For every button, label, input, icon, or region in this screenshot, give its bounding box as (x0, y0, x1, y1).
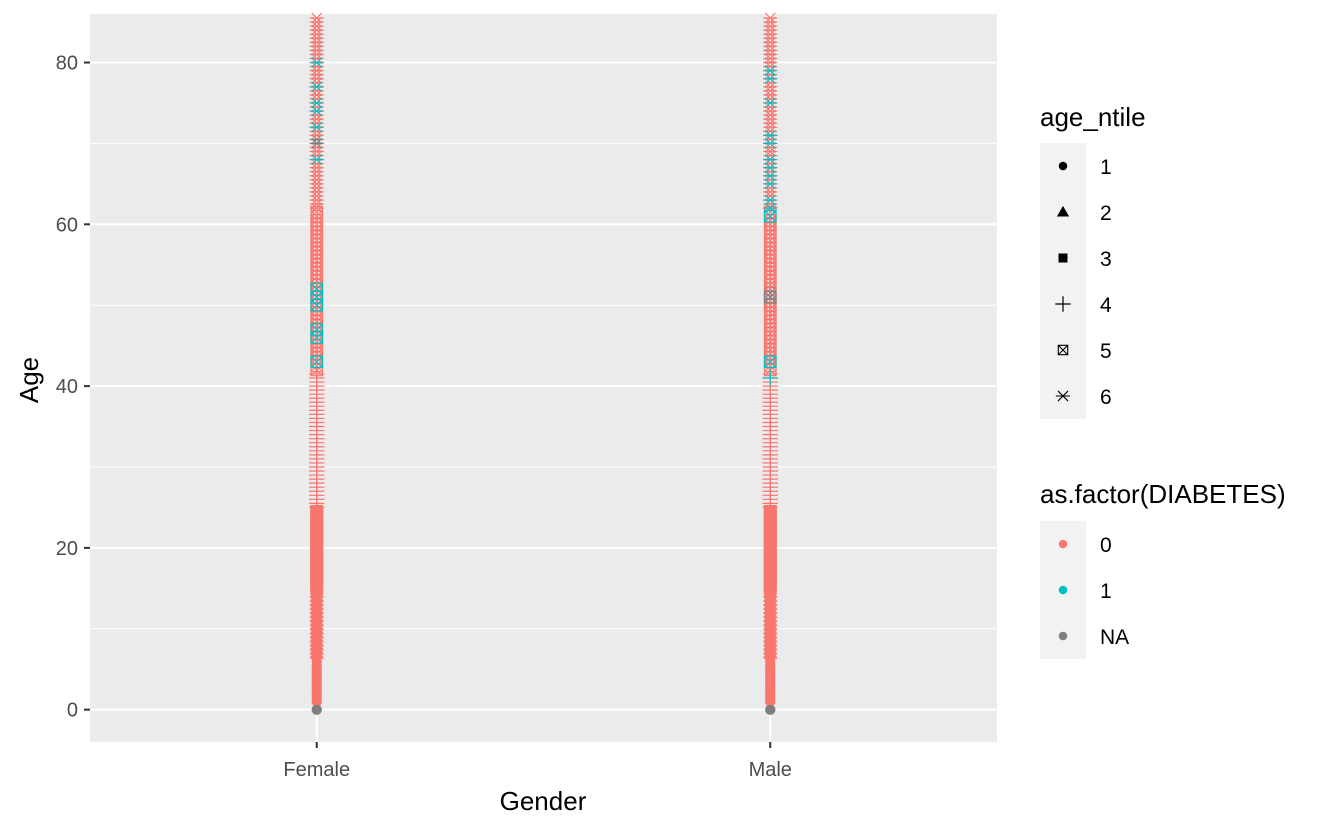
legend-diabetes-label: 0 (1100, 534, 1112, 557)
legend-age-ntile-label: 6 (1100, 386, 1112, 409)
points-male (762, 12, 778, 715)
point-asterisk (309, 97, 324, 109)
point-asterisk (1055, 390, 1071, 402)
legend-diabetes: as.factor(DIABETES) 0 1 NA (1040, 479, 1286, 659)
point-asterisk (763, 97, 778, 109)
point-asterisk (763, 202, 778, 214)
point-asterisk (763, 137, 778, 149)
legend-age-ntile-label: 5 (1100, 340, 1112, 363)
point-asterisk (309, 12, 324, 24)
point-plus (309, 366, 325, 382)
legend-age-ntile-label: 2 (1100, 202, 1112, 225)
point-asterisk (309, 105, 324, 117)
plot-panel (90, 14, 997, 742)
point-circle (1058, 585, 1068, 595)
point-boxcross (763, 290, 777, 304)
legend-age-ntile-label: 1 (1100, 156, 1112, 179)
legend-diabetes-label: NA (1100, 626, 1129, 649)
legend-age-ntile-keys-bg (1040, 143, 1086, 419)
point-asterisk (309, 81, 324, 93)
x-tick-label: Male (749, 759, 792, 781)
y-tick-label: 60 (56, 214, 78, 236)
legend-age-ntile: age_ntile 1 2 3 4 5 6 (1040, 102, 1146, 419)
legend-age-ntile-title: age_ntile (1040, 102, 1146, 132)
point-circle (765, 704, 775, 715)
y-tick-label: 20 (56, 538, 78, 560)
point-triangle (1056, 205, 1070, 217)
point-plus (762, 370, 778, 386)
y-tick-label: 0 (67, 700, 78, 722)
point-boxcross (310, 355, 324, 369)
point-boxcross (763, 355, 777, 369)
point-asterisk (309, 137, 324, 149)
point-boxcross (1057, 344, 1069, 356)
data-points (309, 12, 778, 715)
point-asterisk (763, 129, 778, 141)
point-circle (1058, 539, 1068, 549)
x-axis-title: Gender (500, 786, 587, 816)
point-asterisk (309, 121, 324, 133)
point-asterisk (763, 65, 778, 77)
point-asterisk (763, 12, 778, 24)
point-circle (1058, 161, 1068, 171)
legend-diabetes-label: 1 (1100, 580, 1112, 603)
legend-age-ntile-label: 4 (1100, 294, 1112, 317)
point-asterisk (309, 154, 324, 166)
point-asterisk (763, 154, 778, 166)
point-asterisk (309, 57, 324, 68)
point-boxcross (310, 282, 324, 296)
legend-diabetes-title: as.factor(DIABETES) (1040, 479, 1286, 509)
y-tick-label: 80 (56, 53, 78, 75)
y-tick-label: 40 (56, 376, 78, 398)
point-square (1058, 253, 1068, 263)
point-asterisk (763, 170, 778, 182)
point-asterisk (763, 162, 778, 174)
point-circle (1058, 631, 1068, 641)
x-tick-label: Female (283, 759, 350, 781)
point-asterisk (763, 194, 778, 206)
legend-age-ntile-label: 3 (1100, 248, 1112, 271)
point-boxcross (310, 323, 324, 336)
point-plus (1055, 296, 1071, 312)
axes: 0 20 40 60 80 Female Male (56, 53, 792, 781)
y-axis-title: Age (14, 357, 44, 403)
point-asterisk (763, 178, 778, 190)
points-female (309, 12, 325, 715)
point-asterisk (763, 73, 778, 85)
point-circle (312, 704, 322, 715)
